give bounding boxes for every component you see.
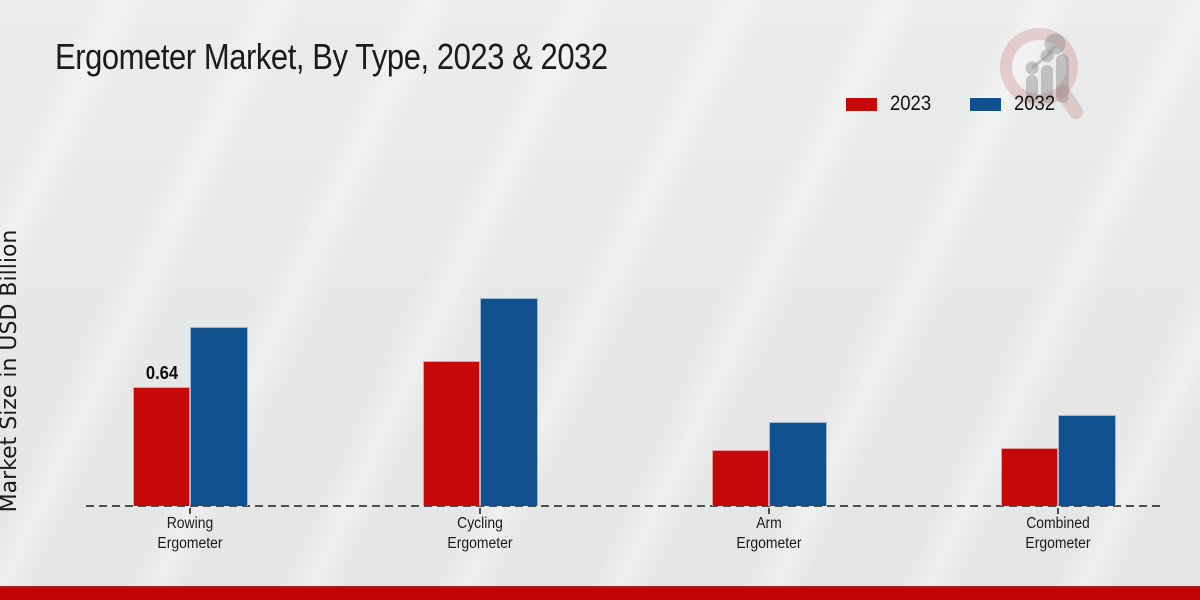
logo-dot-icon	[1044, 33, 1066, 55]
x-axis-tick	[479, 508, 481, 514]
legend-label-2023: 2023	[890, 92, 932, 115]
legend-label-2032: 2032	[1013, 92, 1055, 115]
logo-dot-icon	[1040, 49, 1054, 63]
market-research-watermark-logo	[1000, 28, 1083, 119]
x-tick-label-arm-ergometer: Arm Ergometer	[736, 515, 802, 552]
bar-2032-rowing-ergometer	[190, 327, 248, 506]
bar-2023-cycling-ergometer	[423, 361, 480, 506]
y-axis-label: Market Size in USD Billion	[0, 229, 22, 513]
bar-value-label: 0.64	[145, 363, 178, 383]
legend: 2023 2032	[845, 92, 1092, 116]
bar-2023-rowing-ergometer	[133, 387, 190, 506]
legend-item-2023: 2023	[845, 92, 937, 116]
magnifier-handle-icon	[1056, 85, 1083, 119]
bar-2023-combined-ergometer	[1001, 448, 1058, 506]
bar-2023-arm-ergometer	[712, 450, 769, 506]
legend-swatch-2023	[845, 96, 878, 112]
magnifier-ring-icon	[1000, 28, 1078, 106]
x-tick-label-cycling-ergometer: Cycling Ergometer	[447, 515, 513, 552]
logo-dot-icon	[1025, 61, 1039, 75]
logo-bar-icon	[1041, 65, 1053, 103]
bar-2032-arm-ergometer	[769, 422, 827, 506]
legend-item-2032: 2032	[968, 92, 1061, 116]
legend-swatch-2032	[968, 96, 1002, 112]
footer-accent-bar	[0, 586, 1200, 600]
chart-title: Ergometer Market, By Type, 2023 & 2032	[55, 36, 608, 77]
plot-area: Rowing Ergometer Cycling Ergometer Arm Erg…	[86, 186, 1163, 552]
x-axis-baseline	[86, 505, 1163, 507]
x-tick-label-rowing-ergometer: Rowing Ergometer	[157, 515, 223, 552]
x-tick-label-combined-ergometer: Combined Ergometer	[1025, 515, 1091, 552]
bar-2032-combined-ergometer	[1058, 415, 1116, 506]
x-axis-tick	[1057, 508, 1059, 514]
logo-bar-icon	[1026, 75, 1038, 103]
bar-2032-cycling-ergometer	[480, 298, 538, 506]
x-axis-tick	[189, 508, 191, 514]
x-axis-tick	[768, 508, 770, 514]
logo-bar-icon	[1056, 54, 1069, 103]
